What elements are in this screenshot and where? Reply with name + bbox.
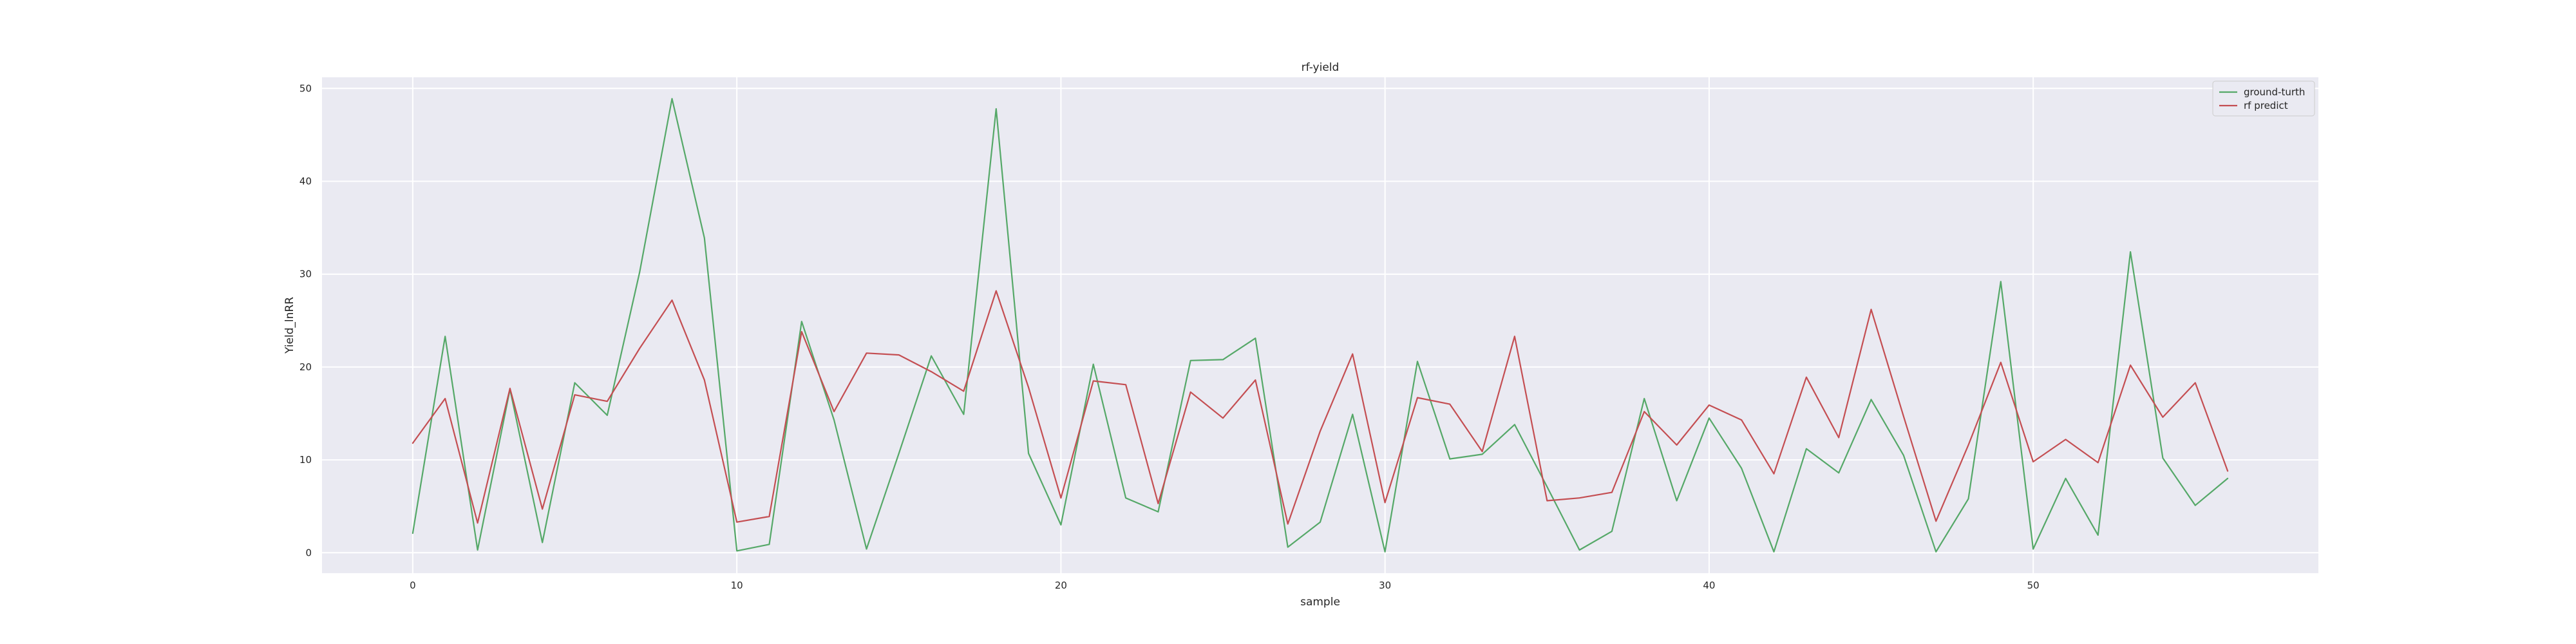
y-tick-label: 30 [299, 269, 312, 280]
chart-title: rf-yield [1302, 61, 1340, 74]
legend: ground-turth rf predict [2212, 80, 2315, 117]
x-tick-label: 10 [731, 580, 743, 591]
x-tick-label: 20 [1055, 580, 1067, 591]
x-tick-label: 50 [2027, 580, 2040, 591]
x-tick-label: 30 [1379, 580, 1391, 591]
y-tick-label: 20 [299, 361, 312, 373]
x-axis-ticks: 0 10 20 30 40 50 [410, 580, 2040, 591]
y-tick-label: 40 [299, 175, 312, 187]
x-axis-label: sample [1300, 596, 1340, 609]
series-lines [412, 98, 2229, 553]
y-axis-ticks: 0 10 20 30 40 50 [299, 82, 312, 558]
legend-box [2212, 80, 2315, 117]
y-axis-label: Yield_lnRR [283, 297, 296, 354]
x-tick-label: 40 [1703, 580, 1715, 591]
y-tick-label: 0 [305, 547, 312, 558]
series-line-rf-predict [412, 290, 2229, 525]
series-line-ground-turth [412, 98, 2229, 553]
x-tick-label: 0 [410, 580, 416, 591]
plot-background [322, 77, 2318, 573]
legend-label-ground-turth: ground-turth [2244, 86, 2305, 98]
y-tick-label: 10 [299, 454, 312, 466]
legend-label-rf-predict: rf predict [2244, 100, 2288, 111]
y-tick-label: 50 [299, 82, 312, 94]
grid-lines [322, 77, 2318, 573]
